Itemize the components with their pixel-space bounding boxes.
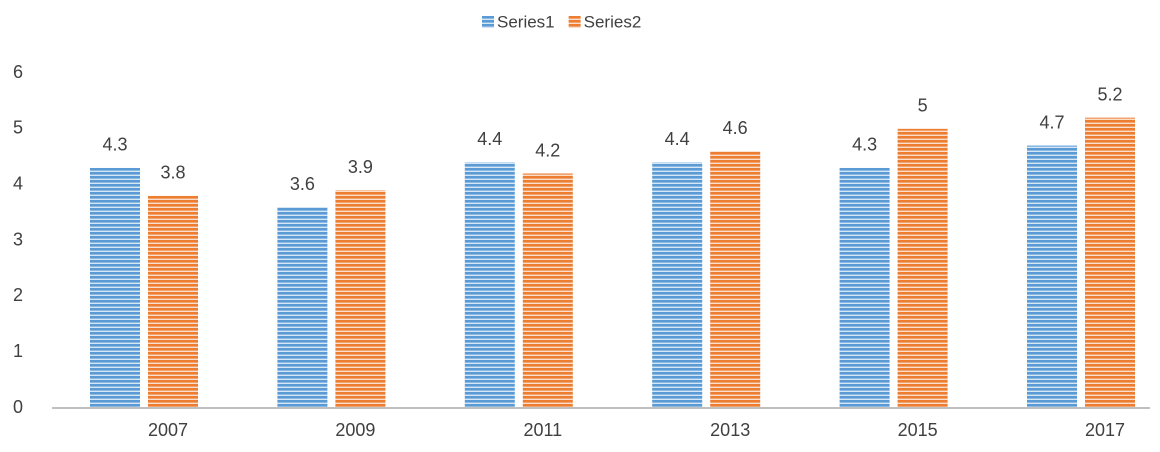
x-tick-label: 2007 — [148, 420, 188, 440]
data-label: 3.8 — [160, 163, 185, 183]
data-label: 4.3 — [102, 135, 127, 155]
x-tick-label: 2015 — [898, 420, 938, 440]
x-tick-label: 2017 — [1085, 420, 1125, 440]
data-label: 4.7 — [1039, 112, 1064, 132]
data-label: 3.6 — [290, 174, 315, 194]
y-tick-label: 4 — [13, 173, 23, 193]
bar — [839, 167, 890, 408]
y-tick-label: 1 — [13, 341, 23, 361]
data-label: 4.2 — [535, 140, 560, 160]
data-label: 4.3 — [852, 135, 877, 155]
data-label: 4.6 — [723, 118, 748, 138]
x-tick-label: 2013 — [710, 420, 750, 440]
legend-swatch — [568, 16, 581, 28]
bar — [277, 207, 328, 408]
bar — [335, 190, 386, 408]
y-tick-label: 5 — [13, 118, 23, 138]
y-tick-label: 2 — [13, 285, 23, 305]
legend-label: Series2 — [584, 12, 642, 31]
bar — [522, 173, 573, 408]
bar — [464, 162, 515, 408]
bar — [90, 167, 140, 408]
data-label: 5 — [918, 96, 928, 116]
bar — [710, 151, 761, 408]
bar — [652, 162, 703, 408]
y-tick-label: 6 — [13, 62, 23, 82]
legend-swatch — [482, 16, 494, 28]
data-label: 3.9 — [348, 157, 373, 177]
data-label: 4.4 — [477, 129, 502, 149]
x-tick-label: 2011 — [523, 420, 562, 440]
bar — [1085, 117, 1135, 409]
legend-label: Series1 — [497, 12, 555, 31]
x-tick-label: 2009 — [335, 420, 375, 440]
y-tick-label: 3 — [13, 229, 23, 249]
data-label: 5.2 — [1097, 84, 1122, 104]
bar — [148, 195, 198, 408]
y-tick-label: 0 — [13, 397, 23, 417]
bar — [897, 128, 948, 409]
data-label: 4.4 — [665, 129, 690, 149]
bar — [1027, 145, 1077, 409]
